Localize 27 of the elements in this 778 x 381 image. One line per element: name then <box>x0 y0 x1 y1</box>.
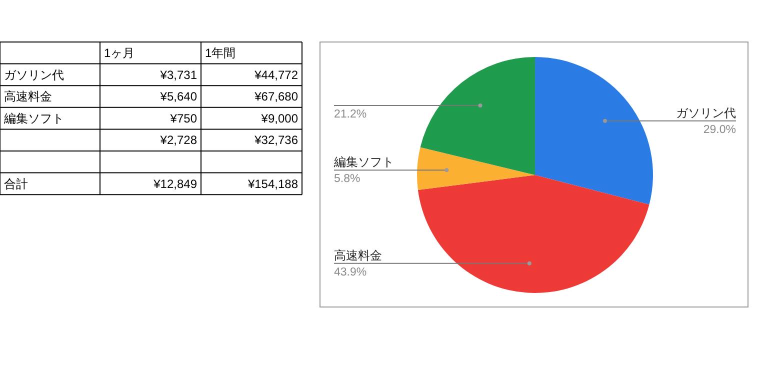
text: ¥154,188 <box>246 176 298 191</box>
text: ¥5,640 <box>159 90 198 104</box>
text: 編集ソフト <box>3 111 64 126</box>
pie-slice <box>417 147 535 190</box>
text: 1年間 <box>205 46 236 60</box>
text: ¥44,772 <box>254 68 298 82</box>
text: 1ヶ月 <box>104 46 135 60</box>
data-label: 21.2% <box>334 108 367 120</box>
pie-slice <box>420 57 535 175</box>
data-label: 43.9% <box>334 266 367 278</box>
data-label: 5.8% <box>334 173 360 186</box>
slice-label: ガソリン代 <box>676 106 736 120</box>
text: ¥32,736 <box>254 133 298 148</box>
text: ¥3,731 <box>159 68 198 82</box>
slice-label: 高速料金 <box>334 248 382 262</box>
text: 高速料金 <box>4 90 52 104</box>
text: 合計 <box>4 176 28 191</box>
data-label: 29.0% <box>703 124 736 136</box>
text: ¥750 <box>169 111 198 126</box>
text: ¥12,849 <box>152 176 198 191</box>
text: ¥2,728 <box>159 133 198 148</box>
text: ¥67,680 <box>254 90 298 104</box>
pie-slice <box>418 175 650 293</box>
slice-label: 編集ソフト <box>333 155 394 170</box>
text: ¥9,000 <box>260 111 298 126</box>
text: ガソリン代 <box>4 68 64 82</box>
pie-slice <box>535 57 653 205</box>
